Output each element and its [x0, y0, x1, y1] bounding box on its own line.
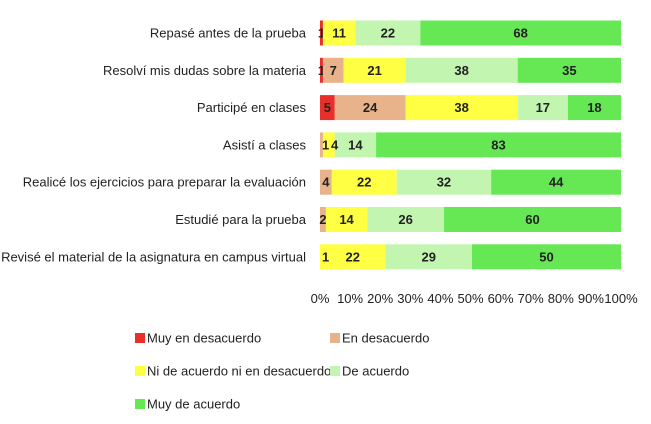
x-tick-label-70: 70% [518, 291, 544, 306]
data-label-ni-de-acuerdo-ni-en-desacuerdo-6: 14 [339, 212, 354, 227]
legend-label-muy-de-acuerdo: Muy de acuerdo [147, 397, 240, 412]
bar-muy-de-acuerdo-2 [517, 57, 621, 83]
data-label-de-acuerdo-1: 22 [381, 26, 395, 41]
bar-de-acuerdo-6 [367, 207, 444, 232]
data-label-muy-de-acuerdo-6: 60 [525, 212, 539, 227]
bar-en-desacuerdo-6 [320, 207, 326, 232]
data-label-de-acuerdo-5: 32 [437, 175, 451, 190]
data-label-extra-1: 1 [322, 137, 329, 152]
category-label-7: Revisé el material de la asignatura en c… [1, 249, 306, 264]
bar-ni-de-acuerdo-ni-en-desacuerdo-3 [405, 95, 518, 121]
x-tick-label-90: 90% [578, 291, 604, 306]
data-label-muy-de-acuerdo-2: 35 [562, 63, 576, 78]
legend-swatch-muy-de-acuerdo [135, 399, 145, 409]
data-label-en-desacuerdo-2: 7 [330, 63, 337, 78]
legend-label-en-desacuerdo: En desacuerdo [342, 331, 429, 346]
legend-label-muy-en-desacuerdo: Muy en desacuerdo [147, 331, 261, 346]
data-label-de-acuerdo-2: 38 [454, 63, 468, 78]
data-label-en-desacuerdo-3: 24 [363, 100, 378, 115]
data-label-de-acuerdo-7: 29 [422, 249, 436, 264]
x-tick-label-20: 20% [367, 291, 393, 306]
bar-muy-de-acuerdo-7 [471, 244, 621, 270]
bar-ni-de-acuerdo-ni-en-desacuerdo-5 [331, 169, 397, 195]
bar-de-acuerdo-1 [355, 20, 421, 46]
category-label-3: Participé en clases [197, 100, 307, 115]
data-label-muy-de-acuerdo-4: 83 [491, 137, 505, 152]
category-label-4: Asistí a clases [223, 137, 307, 152]
data-label-ni-de-acuerdo-ni-en-desacuerdo-2: 21 [367, 63, 381, 78]
data-label-en-desacuerdo-5: 4 [322, 175, 330, 190]
bar-ni-de-acuerdo-ni-en-desacuerdo-4 [322, 132, 335, 158]
x-tick-label-50: 50% [457, 291, 483, 306]
data-label-muy-de-acuerdo-1: 68 [513, 26, 527, 41]
data-label-muy-en-desacuerdo-3: 5 [324, 100, 331, 115]
bar-ni-de-acuerdo-ni-en-desacuerdo-2 [343, 57, 406, 83]
data-label-extra-2: 4 [331, 137, 339, 152]
data-label-muy-en-desacuerdo-2: 1 [318, 63, 325, 78]
x-tick-label-40: 40% [427, 291, 453, 306]
bar-muy-en-desacuerdo-1 [320, 20, 323, 46]
data-label-ni-de-acuerdo-ni-en-desacuerdo-3: 38 [454, 100, 468, 115]
bar-de-acuerdo-2 [405, 57, 518, 83]
legend-swatch-muy-en-desacuerdo [135, 333, 145, 343]
bar-muy-de-acuerdo-3 [567, 95, 621, 121]
data-label-en-desacuerdo-6: 2 [319, 212, 326, 227]
bar-de-acuerdo-4 [334, 132, 377, 158]
bar-ni-de-acuerdo-ni-en-desacuerdo-1 [322, 20, 356, 46]
legend-swatch-de-acuerdo [330, 366, 340, 376]
data-label-ni-de-acuerdo-ni-en-desacuerdo-5: 22 [357, 175, 371, 190]
bar-de-acuerdo-5 [396, 169, 492, 195]
bar-muy-de-acuerdo-1 [420, 20, 621, 46]
data-label-ni-de-acuerdo-ni-en-desacuerdo-7: 22 [346, 249, 360, 264]
legend-label-ni-de-acuerdo-ni-en-desacuerdo: Ni de acuerdo ni en desacuerdo [147, 364, 331, 379]
data-label-de-acuerdo-6: 26 [398, 212, 412, 227]
data-label-de-acuerdo-4: 14 [348, 137, 363, 152]
bar-de-acuerdo-3 [517, 95, 568, 121]
data-label-ni-de-acuerdo-ni-en-desacuerdo-1: 11 [332, 26, 346, 41]
bar-muy-de-acuerdo-5 [491, 169, 621, 195]
data-label-muy-de-acuerdo-7: 50 [539, 249, 553, 264]
data-label-muy-de-acuerdo-5: 44 [549, 175, 564, 190]
bar-ni-de-acuerdo-ni-en-desacuerdo-7 [320, 244, 386, 270]
x-tick-label-100: 100% [604, 291, 638, 306]
bar-muy-en-desacuerdo-3 [320, 95, 335, 121]
data-label-extra-3: 1 [322, 249, 329, 264]
data-label-de-acuerdo-3: 17 [536, 100, 550, 115]
bar-ni-de-acuerdo-ni-en-desacuerdo-6 [325, 207, 368, 232]
bar-en-desacuerdo-5 [320, 169, 332, 195]
bar-en-desacuerdo-2 [322, 57, 344, 83]
bar-en-desacuerdo-4 [320, 132, 323, 158]
category-label-6: Estudié para la prueba [175, 212, 307, 227]
x-tick-label-60: 60% [488, 291, 514, 306]
data-label-muy-en-desacuerdo-1: 1 [318, 26, 325, 41]
data-label-muy-de-acuerdo-3: 18 [587, 100, 601, 115]
category-label-1: Repasé antes de la prueba [150, 26, 307, 41]
x-tick-label-30: 30% [397, 291, 423, 306]
legend-swatch-en-desacuerdo [330, 333, 340, 343]
legend-label-de-acuerdo: De acuerdo [342, 364, 409, 379]
legend-swatch-ni-de-acuerdo-ni-en-desacuerdo [135, 366, 145, 376]
x-tick-label-0: 0% [311, 291, 330, 306]
bar-muy-de-acuerdo-4 [376, 132, 621, 158]
bar-muy-de-acuerdo-6 [443, 207, 621, 232]
x-tick-label-80: 80% [548, 291, 574, 306]
x-tick-label-10: 10% [337, 291, 363, 306]
bar-en-desacuerdo-3 [334, 95, 406, 121]
category-label-2: Resolví mis dudas sobre la materia [103, 63, 307, 78]
bar-muy-en-desacuerdo-2 [320, 57, 323, 83]
bar-de-acuerdo-7 [385, 244, 472, 270]
category-label-5: Realicé los ejercicios para preparar la … [23, 175, 306, 190]
